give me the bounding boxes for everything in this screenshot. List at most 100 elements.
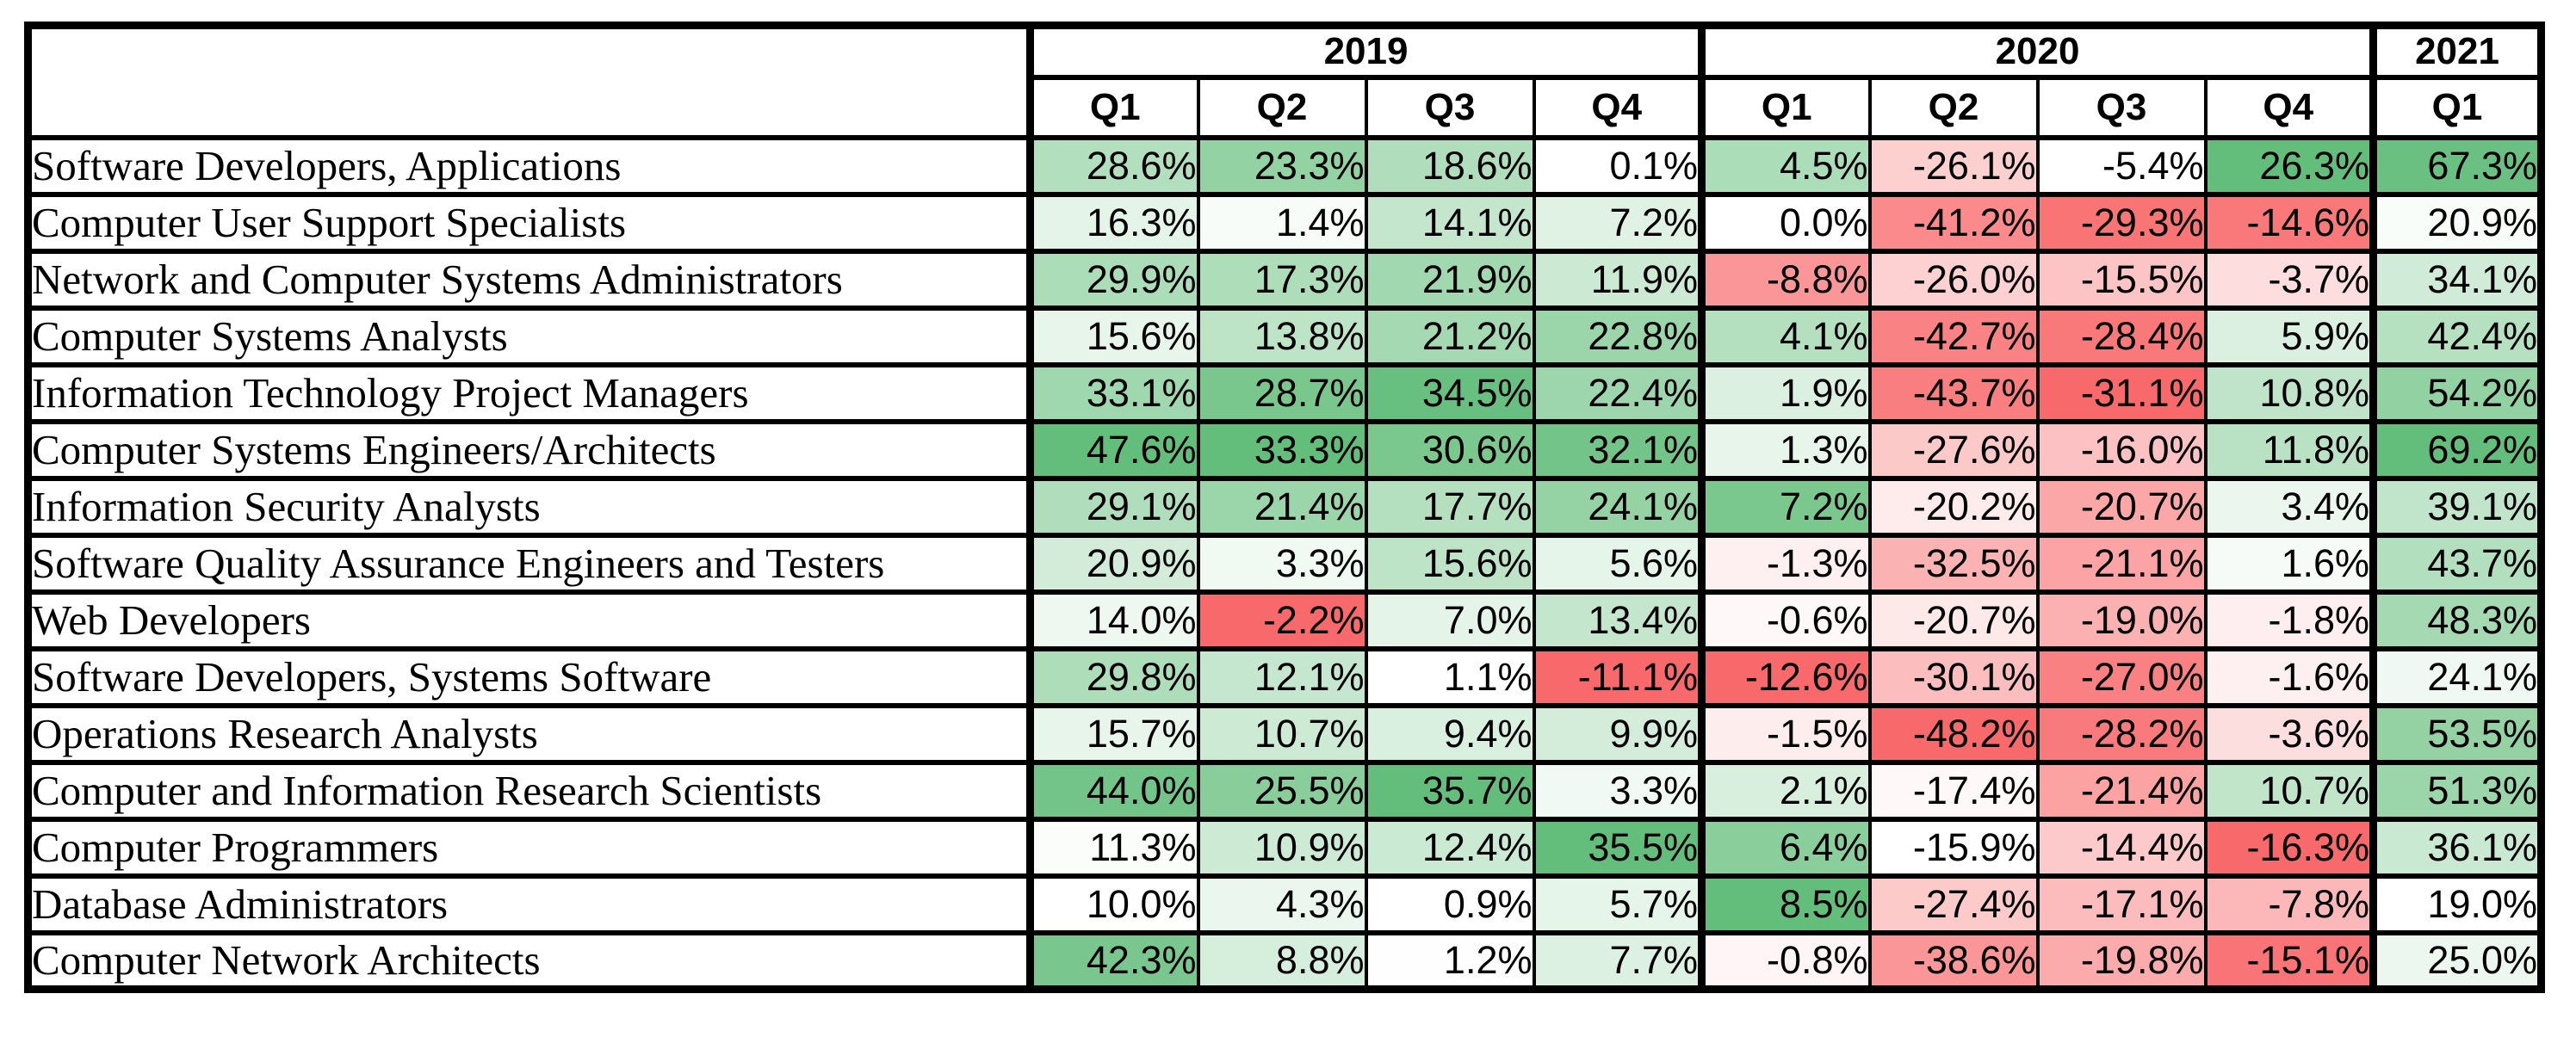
value-cell: 13.4% (1532, 589, 1704, 651)
row-label: Computer Systems Analysts (26, 305, 1032, 367)
value-cell: -14.6% (2203, 191, 2375, 254)
table-header: 2019 2020 2021 Q1 Q2 Q3 Q4 Q1 Q2 Q3 Q4 Q1 (26, 22, 2543, 140)
table-row: Operations Research Analysts 15.7% 10.7% 9.… (26, 702, 2543, 765)
row-label: Information Security Analysts (26, 475, 1032, 538)
quarter-header-2019-Q4: Q4 (1532, 74, 1704, 140)
value-cell: 67.3% (2369, 134, 2543, 197)
value-cell: -1.6% (2203, 645, 2375, 708)
table-row: Information Security Analysts 29.1% 21.4% 1… (26, 475, 2543, 538)
value-cell: 36.1% (2369, 816, 2543, 879)
value-cell: 5.6% (1532, 532, 1704, 595)
value-cell: 10.7% (1196, 702, 1368, 765)
value-cell: -3.7% (2203, 248, 2375, 311)
value-cell: 29.9% (1026, 248, 1200, 311)
value-cell: -17.1% (2035, 873, 2208, 935)
value-cell: -3.6% (2203, 702, 2375, 765)
value-cell: 1.6% (2203, 532, 2375, 595)
value-cell: 5.9% (2203, 305, 2375, 367)
quarter-header-2020-Q3: Q3 (2035, 74, 2208, 140)
row-label: Computer Network Architects (26, 929, 1032, 992)
value-cell: 24.1% (2369, 645, 2543, 708)
table-body: Software Developers, Applications 28.6% 23… (26, 134, 2543, 992)
row-label: Web Developers (26, 589, 1032, 651)
value-cell: -1.8% (2203, 589, 2375, 651)
value-cell: 21.9% (1364, 248, 1536, 311)
quarter-header-2019-Q3: Q3 (1364, 74, 1536, 140)
value-cell: -27.0% (2035, 645, 2208, 708)
row-label: Database Administrators (26, 873, 1032, 935)
value-cell: 0.0% (1698, 191, 1872, 254)
value-cell: 15.6% (1026, 305, 1200, 367)
row-label: Information Technology Project Managers (26, 361, 1032, 424)
table-row: Computer User Support Specialists 16.3% 1.… (26, 191, 2543, 254)
row-label: Computer User Support Specialists (26, 191, 1032, 254)
value-cell: 19.0% (2369, 873, 2543, 935)
year-header-2021: 2021 (2369, 22, 2543, 80)
value-cell: 21.4% (1196, 475, 1368, 538)
value-cell: -26.1% (1867, 134, 2040, 197)
value-cell: 7.2% (1698, 475, 1872, 538)
value-cell: 22.4% (1532, 361, 1704, 424)
value-cell: -27.6% (1867, 418, 2040, 481)
value-cell: 14.1% (1364, 191, 1536, 254)
value-cell: 29.8% (1026, 645, 1200, 708)
value-cell: 12.4% (1364, 816, 1536, 879)
value-cell: 30.6% (1364, 418, 1536, 481)
row-label: Network and Computer Systems Administrat… (26, 248, 1032, 311)
value-cell: 44.0% (1026, 759, 1200, 822)
value-cell: 11.3% (1026, 816, 1200, 879)
value-cell: 22.8% (1532, 305, 1704, 367)
value-cell: -32.5% (1867, 532, 2040, 595)
value-cell: 4.1% (1698, 305, 1872, 367)
value-cell: 42.3% (1026, 929, 1200, 992)
value-cell: 26.3% (2203, 134, 2375, 197)
quarter-header-2020-Q1: Q1 (1698, 74, 1872, 140)
value-cell: 3.3% (1532, 759, 1704, 822)
value-cell: 47.6% (1026, 418, 1200, 481)
value-cell: -28.2% (2035, 702, 2208, 765)
row-label: Operations Research Analysts (26, 702, 1032, 765)
value-cell: -31.1% (2035, 361, 2208, 424)
value-cell: 54.2% (2369, 361, 2543, 424)
value-cell: 7.0% (1364, 589, 1536, 651)
value-cell: 25.5% (1196, 759, 1368, 822)
value-cell: 8.5% (1698, 873, 1872, 935)
value-cell: -41.2% (1867, 191, 2040, 254)
value-cell: -5.4% (2035, 134, 2208, 197)
value-cell: 9.4% (1364, 702, 1536, 765)
value-cell: 4.3% (1196, 873, 1368, 935)
value-cell: -28.4% (2035, 305, 2208, 367)
value-cell: -48.2% (1867, 702, 2040, 765)
value-cell: 35.5% (1532, 816, 1704, 879)
value-cell: -15.9% (1867, 816, 2040, 879)
value-cell: 4.5% (1698, 134, 1872, 197)
value-cell: -1.5% (1698, 702, 1872, 765)
value-cell: 0.1% (1532, 134, 1704, 197)
value-cell: -8.8% (1698, 248, 1872, 311)
value-cell: 69.2% (2369, 418, 2543, 481)
value-cell: 3.4% (2203, 475, 2375, 538)
value-cell: -1.3% (1698, 532, 1872, 595)
table-row: Software Developers, Applications 28.6% 23… (26, 134, 2543, 197)
value-cell: -21.1% (2035, 532, 2208, 595)
value-cell: 2.1% (1698, 759, 1872, 822)
value-cell: 34.5% (1364, 361, 1536, 424)
quarter-header-2021-Q1: Q1 (2369, 74, 2543, 140)
value-cell: -19.0% (2035, 589, 2208, 651)
value-cell: 43.7% (2369, 532, 2543, 595)
value-cell: 48.3% (2369, 589, 2543, 651)
table-row: Computer Systems Engineers/Architects 47.… (26, 418, 2543, 481)
quarter-header-2020-Q4: Q4 (2203, 74, 2375, 140)
value-cell: 10.9% (1196, 816, 1368, 879)
value-cell: -21.4% (2035, 759, 2208, 822)
value-cell: -43.7% (1867, 361, 2040, 424)
value-cell: 23.3% (1196, 134, 1368, 197)
table-row: Computer Network Architects 42.3% 8.8% 1.2%… (26, 929, 2543, 992)
value-cell: 32.1% (1532, 418, 1704, 481)
value-cell: -29.3% (2035, 191, 2208, 254)
value-cell: 15.6% (1364, 532, 1536, 595)
value-cell: -20.7% (1867, 589, 2040, 651)
row-label: Software Developers, Systems Software (26, 645, 1032, 708)
value-cell: -38.6% (1867, 929, 2040, 992)
table-row: Information Technology Project Managers 3… (26, 361, 2543, 424)
